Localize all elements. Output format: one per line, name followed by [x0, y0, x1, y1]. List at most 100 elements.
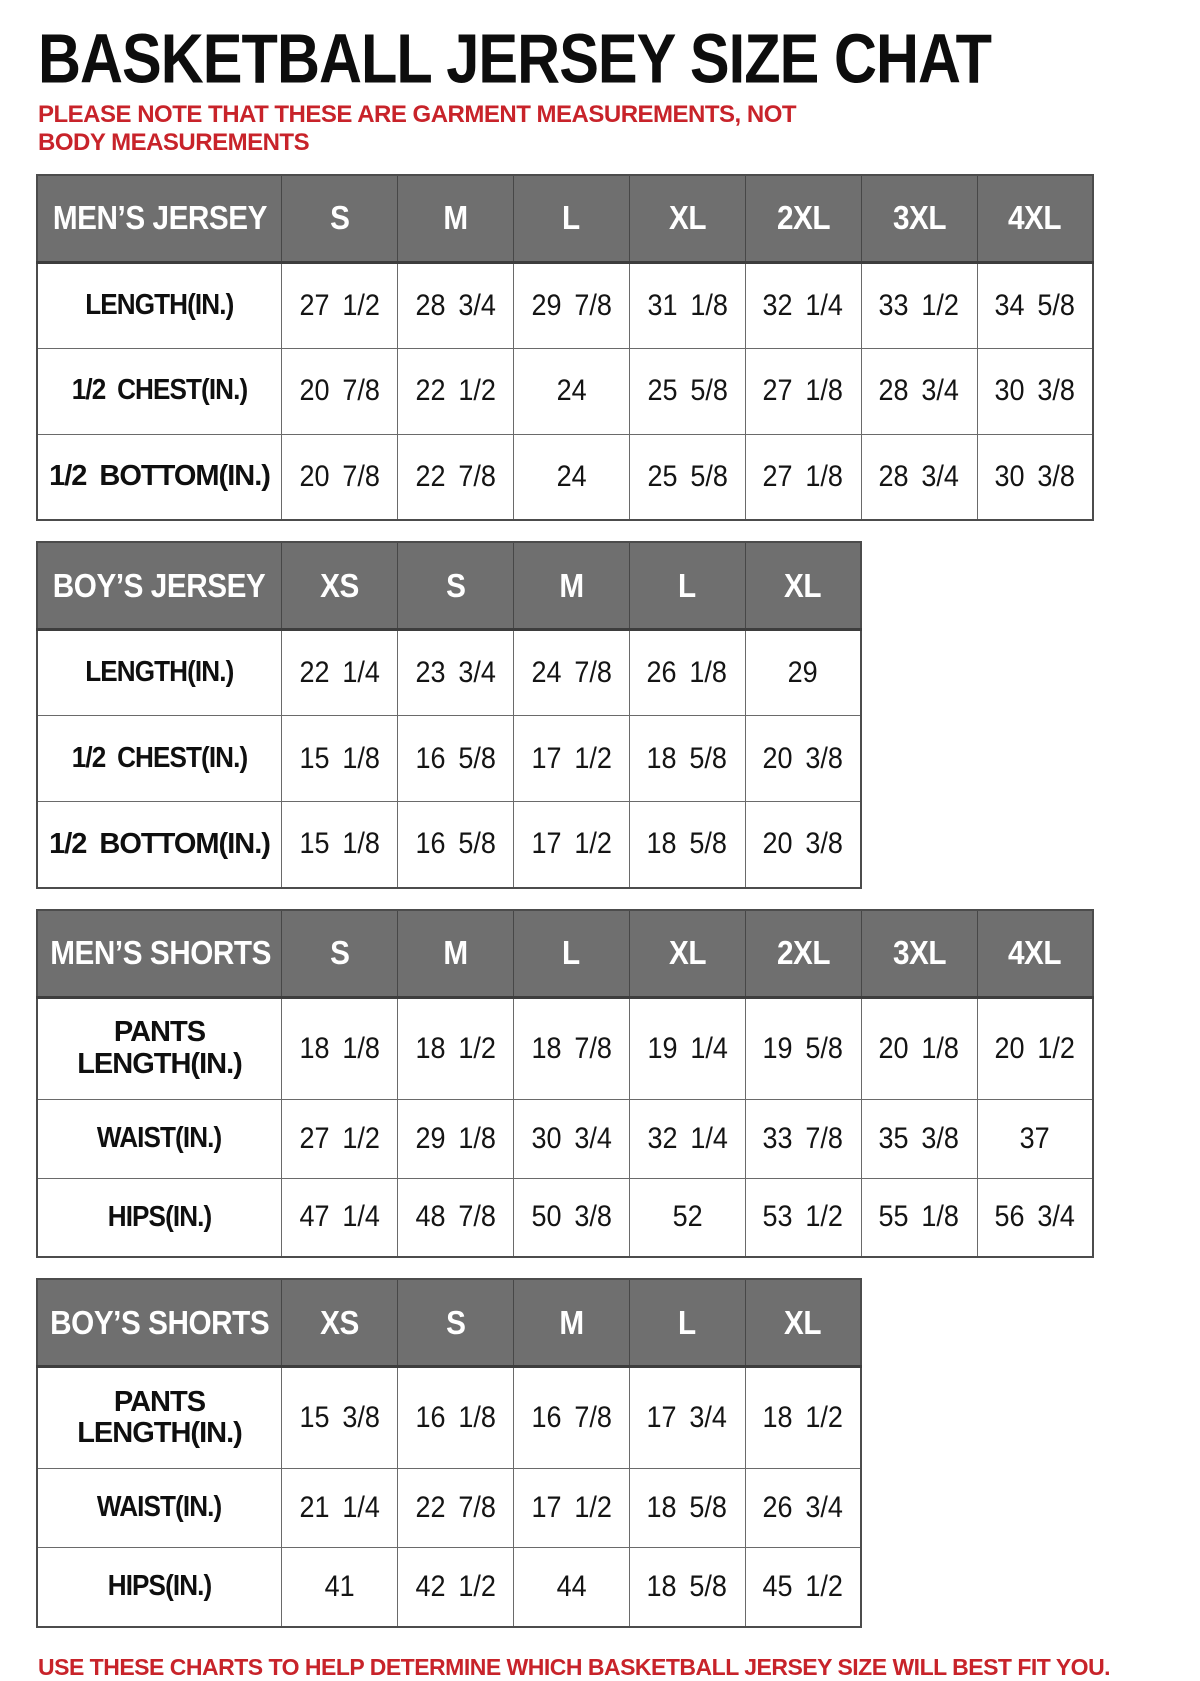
value-cell: 55 1/8: [860, 1177, 978, 1258]
row-label-cell: 1/2 CHEST(IN.): [36, 715, 282, 803]
value-cell: 16 1/8: [396, 1366, 514, 1470]
cell-text: 55 1/8: [878, 1200, 960, 1234]
value-cell: 28 3/4: [860, 433, 978, 521]
cell-text: WAIST(IN.): [97, 1121, 222, 1154]
value-cell: 33 1/2: [860, 261, 978, 349]
cell-text: 53 1/2: [762, 1200, 844, 1234]
value-cell: 27 1/8: [744, 347, 862, 435]
cell-text: 18 1/8: [299, 1031, 380, 1065]
value-cell: 27 1/8: [744, 433, 862, 521]
table-title-cell: BOY’S SHORTS: [36, 1278, 282, 1369]
size-header-cell: 2XL: [744, 909, 862, 999]
cell-text: 17 1/2: [530, 827, 612, 861]
measurement-row: WAIST(IN.) 21 1/4 22 7/8 17 1/2 18 5/8 26 3/4: [36, 1468, 862, 1549]
size-header-cell: 4XL: [976, 174, 1094, 264]
measurement-row: 1/2 BOTTOM(IN.) 15 1/8 16 5/8 17 1/2 18 5/8 2…: [36, 801, 862, 889]
cell-text: 21 1/4: [299, 1491, 380, 1525]
value-cell: 18 5/8: [628, 1547, 746, 1628]
cell-text: 1/2 BOTTOM(IN.): [49, 460, 271, 493]
value-cell: 19 5/8: [744, 996, 862, 1100]
cell-text: S: [445, 566, 466, 604]
row-label-cell: PANTS LENGTH(IN.): [36, 996, 282, 1100]
cell-text: 17 3/4: [646, 1401, 728, 1435]
size-header-cell: M: [396, 174, 514, 264]
size-header-cell: L: [628, 541, 746, 632]
value-cell: 20 1/8: [860, 996, 978, 1100]
value-cell: 47 1/4: [281, 1177, 398, 1258]
cell-text: 19 5/8: [762, 1031, 844, 1065]
value-cell: 22 7/8: [396, 1468, 514, 1549]
value-cell: 24: [512, 347, 630, 435]
cell-text: 20 1/8: [878, 1031, 960, 1065]
value-cell: 20 7/8: [281, 347, 398, 435]
value-cell: 22 1/4: [281, 629, 398, 717]
cell-text: 18 5/8: [646, 827, 728, 861]
cell-text: BOY’S SHORTS: [50, 1303, 270, 1341]
cell-text: 44: [556, 1569, 587, 1603]
cell-text: 22 1/2: [415, 374, 496, 408]
size-header-cell: XL: [628, 909, 746, 999]
cell-text: 29 1/8: [415, 1121, 496, 1155]
value-cell: 29 1/8: [396, 1098, 514, 1179]
table-title-cell: MEN’S SHORTS: [36, 909, 282, 999]
cell-text: 50 3/8: [531, 1200, 612, 1234]
row-label-cell: HIPS(IN.): [36, 1177, 282, 1258]
value-cell: 18 7/8: [512, 996, 630, 1100]
cell-text: HIPS(IN.): [107, 1570, 212, 1603]
table-title-cell: MEN’S JERSEY: [36, 174, 282, 264]
cell-text: 28 3/4: [878, 374, 960, 408]
value-cell: 25 5/8: [628, 347, 746, 435]
fit-advice-note: USE THESE CHARTS TO HELP DETERMINE WHICH…: [38, 1653, 1111, 1680]
cell-text: 33 7/8: [762, 1121, 844, 1155]
cell-text: XL: [668, 199, 707, 237]
cell-text: 31 1/8: [646, 288, 728, 322]
cell-text: 27 1/2: [299, 288, 380, 322]
cell-text: S: [329, 934, 350, 972]
value-cell: 17 1/2: [512, 715, 630, 803]
cell-text: 19 1/4: [646, 1031, 728, 1065]
value-cell: 18 1/2: [744, 1366, 862, 1470]
value-cell: 28 3/4: [860, 347, 978, 435]
cell-text: 16 5/8: [415, 827, 496, 861]
cell-text: 24: [556, 374, 587, 408]
size-header-cell: XL: [628, 174, 746, 264]
value-cell: 17 1/2: [512, 801, 630, 889]
measurement-row: 1/2 CHEST(IN.) 20 7/8 22 1/2 24 25 5/8 27 1/8…: [36, 347, 1094, 435]
size-header-cell: 3XL: [860, 909, 978, 999]
value-cell: 29 7/8: [512, 261, 630, 349]
value-cell: 16 5/8: [396, 715, 514, 803]
row-label-cell: WAIST(IN.): [36, 1098, 282, 1179]
value-cell: 19 1/4: [628, 996, 746, 1100]
size-header-cell: M: [396, 909, 514, 999]
value-cell: 30 3/8: [976, 433, 1094, 521]
cell-text: XL: [784, 1303, 822, 1341]
mens-shorts-table: MEN’S SHORTS S M L XL 2XL 3XL 4XL PANTS LENGTH(I…: [36, 908, 1094, 1259]
cell-text: BOY’S JERSEY: [53, 566, 266, 604]
cell-text: 56 3/4: [994, 1200, 1075, 1234]
value-cell: 20 1/2: [976, 996, 1094, 1100]
cell-text: PANTS LENGTH(IN.): [77, 1385, 243, 1450]
cell-text: 28 3/4: [878, 459, 960, 493]
cell-text: 15 1/8: [299, 827, 380, 861]
size-header-cell: S: [281, 909, 398, 999]
cell-text: 3XL: [892, 199, 946, 237]
value-cell: 28 3/4: [396, 261, 514, 349]
measurement-row: 1/2 CHEST(IN.) 15 1/8 16 5/8 17 1/2 18 5/8 20…: [36, 715, 862, 803]
header-row: BOY’S SHORTS XS S M L XL: [36, 1278, 862, 1369]
measurement-row: HIPS(IN.) 41 42 1/2 44 18 5/8 45 1/2: [36, 1547, 862, 1628]
value-cell: 27 1/2: [281, 261, 398, 349]
value-cell: 17 3/4: [628, 1366, 746, 1470]
header-row: MEN’S SHORTS S M L XL 2XL 3XL 4XL: [36, 909, 1094, 999]
cell-text: M: [443, 199, 468, 237]
value-cell: 18 5/8: [628, 1468, 746, 1549]
cell-text: L: [562, 934, 581, 972]
header-row: BOY’S JERSEY XS S M L XL: [36, 541, 862, 632]
size-header-cell: S: [281, 174, 398, 264]
cell-text: LENGTH(IN.): [85, 288, 234, 321]
measurement-row: WAIST(IN.) 27 1/2 29 1/8 30 3/4 32 1/4 33 7/8…: [36, 1098, 1094, 1179]
cell-text: 33 1/2: [878, 288, 960, 322]
garment-measurement-note: PLEASE NOTE THAT THESE ARE GARMENT MEASU…: [38, 101, 797, 157]
row-label-cell: 1/2 CHEST(IN.): [36, 347, 282, 435]
row-label-cell: WAIST(IN.): [36, 1468, 282, 1549]
value-cell: 26 3/4: [744, 1468, 862, 1549]
